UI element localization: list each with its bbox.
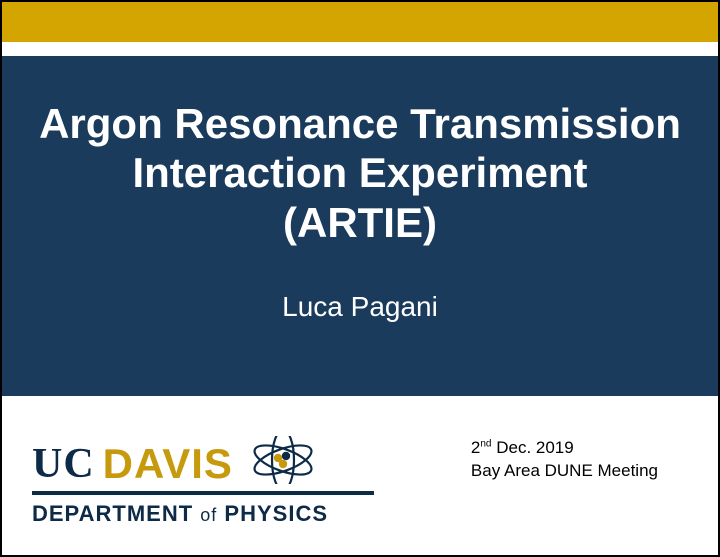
title-line-2: Interaction Experiment xyxy=(39,148,681,198)
logo-davis-text: DAVIS xyxy=(103,440,233,488)
meeting-line: Bay Area DUNE Meeting xyxy=(471,460,658,483)
slide: Argon Resonance Transmission Interaction… xyxy=(0,0,720,557)
date-day: 2 xyxy=(471,438,480,457)
date-line: 2nd Dec. 2019 xyxy=(471,437,658,460)
presentation-title: Argon Resonance Transmission Interaction… xyxy=(39,99,681,248)
atom-icon xyxy=(247,436,319,489)
author-name: Luca Pagani xyxy=(282,291,438,323)
date-ordinal: nd xyxy=(480,438,491,449)
dept-suffix: PHYSICS xyxy=(224,501,328,526)
date-rest: Dec. 2019 xyxy=(492,438,574,457)
title-block: Argon Resonance Transmission Interaction… xyxy=(2,56,718,396)
gold-header-bar xyxy=(2,2,718,42)
title-line-3: (ARTIE) xyxy=(39,198,681,248)
logo-wordmark-row: UCDAVIS xyxy=(32,438,382,489)
department-label: DEPARTMENT of PHYSICS xyxy=(32,501,382,527)
dept-prefix: DEPARTMENT xyxy=(32,501,193,526)
logo-divider-rule xyxy=(32,491,374,495)
footer-area: UCDAVIS DEPARTMENT xyxy=(2,395,718,555)
dept-of: of xyxy=(200,505,217,525)
ucdavis-logo: UCDAVIS DEPARTMENT xyxy=(32,438,382,527)
logo-uc-text: UC xyxy=(32,440,95,488)
title-line-1: Argon Resonance Transmission xyxy=(39,99,681,149)
meta-block: 2nd Dec. 2019 Bay Area DUNE Meeting xyxy=(471,437,658,483)
